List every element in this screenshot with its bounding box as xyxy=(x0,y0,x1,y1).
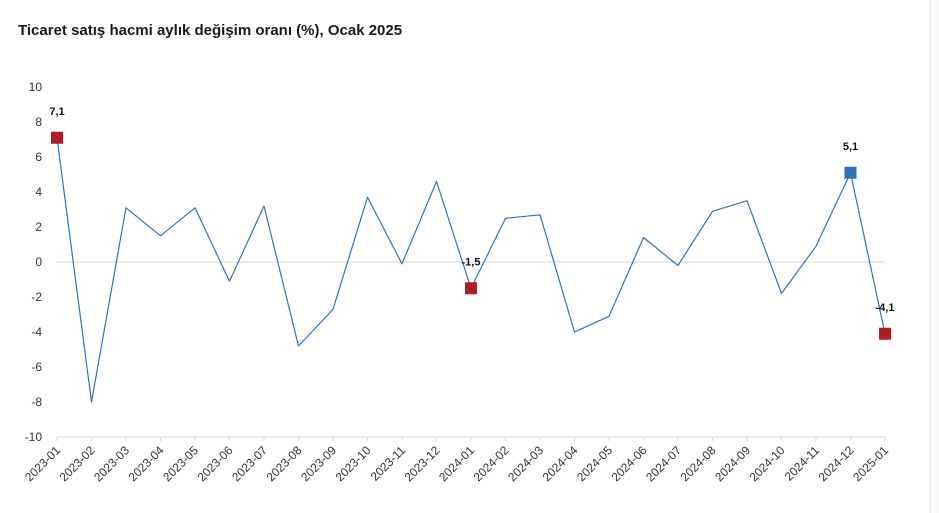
x-tick-label: 2023-01 xyxy=(22,443,63,484)
data-label: 5,1 xyxy=(843,141,858,153)
data-label: -1,5 xyxy=(462,256,481,268)
data-marker xyxy=(51,131,63,144)
data-marker xyxy=(465,282,477,295)
x-tick-label: 2024-06 xyxy=(609,443,650,484)
y-tick-label: 4 xyxy=(35,185,42,199)
data-label: 7,1 xyxy=(49,106,64,118)
x-tick-label: 2023-08 xyxy=(264,443,305,484)
data-marker xyxy=(879,327,891,340)
y-tick-label: 10 xyxy=(29,80,43,94)
data-label: -4,1 xyxy=(876,302,895,314)
y-tick-label: -8 xyxy=(31,395,42,409)
x-tick-label: 2024-08 xyxy=(678,443,719,484)
x-tick-label: 2023-05 xyxy=(160,443,201,484)
x-tick-label: 2024-09 xyxy=(712,443,753,484)
y-tick-label: 6 xyxy=(35,150,42,164)
x-tick-label: 2025-01 xyxy=(850,443,891,484)
x-tick-label: 2023-02 xyxy=(57,443,98,484)
y-tick-label: 8 xyxy=(35,115,42,129)
y-tick-label: -2 xyxy=(31,290,42,304)
data-marker xyxy=(844,166,857,179)
x-tick-label: 2024-07 xyxy=(643,443,684,484)
y-tick-label: 2 xyxy=(35,220,42,234)
x-tick-label: 2023-06 xyxy=(195,443,236,484)
y-tick-label: -4 xyxy=(31,325,42,339)
x-tick-label: 2023-09 xyxy=(298,443,339,484)
x-tick-label: 2024-02 xyxy=(471,443,512,484)
series-line xyxy=(56,137,886,403)
y-tick-label: 0 xyxy=(35,255,42,269)
x-tick-label: 2023-04 xyxy=(126,443,167,484)
x-tick-label: 2024-03 xyxy=(505,443,546,484)
window-edge xyxy=(930,0,939,513)
x-tick-label: 2023-10 xyxy=(333,443,374,484)
x-tick-label: 2023-12 xyxy=(402,443,443,484)
x-tick-label: 2023-11 xyxy=(368,443,409,484)
x-tick-label: 2024-05 xyxy=(574,443,615,484)
x-tick-label: 2024-01 xyxy=(436,443,477,484)
x-tick-label: 2024-12 xyxy=(816,443,857,484)
x-tick-label: 2024-11 xyxy=(782,443,823,484)
x-tick-label: 2024-04 xyxy=(540,443,581,484)
chart-title: Ticaret satış hacmi aylık değişim oranı … xyxy=(18,22,403,39)
x-tick-label: 2023-07 xyxy=(229,443,270,484)
y-tick-label: -10 xyxy=(25,430,43,444)
x-tick-label: 2024-10 xyxy=(747,443,788,484)
y-tick-label: -6 xyxy=(31,360,42,374)
x-tick-label: 2023-03 xyxy=(91,443,132,484)
